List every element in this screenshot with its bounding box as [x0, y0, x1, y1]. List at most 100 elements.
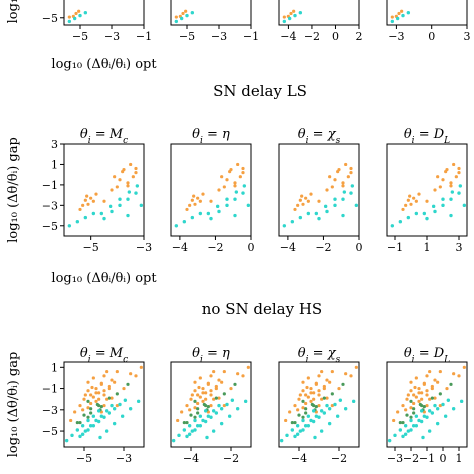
points-layer: [64, 365, 143, 443]
data-point: [171, 438, 176, 443]
data-point: [110, 396, 114, 400]
data-point: [390, 15, 394, 19]
data-point: [433, 396, 437, 400]
data-point: [401, 13, 405, 18]
data-point: [319, 409, 324, 413]
data-point: [236, 372, 240, 376]
data-point: [411, 424, 416, 428]
data-point: [99, 405, 103, 409]
data-point: [94, 418, 98, 423]
data-point: [252, 392, 255, 395]
data-point: [317, 393, 321, 397]
data-point: [400, 9, 404, 13]
data-point: [297, 397, 301, 401]
data-point: [422, 382, 426, 386]
data-point: [279, 438, 284, 443]
data-point: [102, 393, 106, 397]
data-point: [301, 418, 305, 423]
data-point: [91, 395, 95, 399]
data-point: [288, 410, 292, 414]
data-point: [320, 397, 324, 401]
data-point: [82, 413, 86, 417]
data-point: [174, 224, 179, 228]
data-point: [185, 420, 189, 425]
data-point: [204, 403, 208, 408]
data-point: [118, 203, 122, 208]
data-point: [449, 213, 453, 218]
data-point: [425, 199, 429, 203]
data-point: [209, 415, 213, 419]
data-point: [417, 391, 421, 395]
data-point: [102, 199, 106, 203]
data-point: [225, 203, 229, 208]
data-point: [449, 181, 453, 185]
data-point: [91, 376, 95, 380]
panel-top-1: −5 −3 −1 −5: [42, 0, 152, 43]
data-point: [190, 215, 195, 220]
data-point: [177, 433, 181, 438]
data-point: [458, 184, 463, 188]
data-point: [457, 171, 461, 175]
data-point: [86, 428, 90, 432]
data-point: [327, 407, 332, 411]
data-point: [289, 11, 293, 16]
data-point: [304, 407, 308, 411]
data-point: [290, 428, 295, 432]
data-point: [412, 401, 416, 406]
data-point: [325, 378, 329, 382]
data-point: [314, 211, 319, 216]
data-point: [428, 369, 432, 374]
data-point: [325, 188, 329, 192]
data-point: [118, 197, 122, 201]
data-point: [398, 420, 402, 425]
data-point: [86, 389, 90, 393]
data-point: [83, 11, 88, 15]
data-point: [105, 397, 109, 401]
x-tick-label: 0: [248, 241, 255, 254]
data-point: [214, 396, 218, 400]
data-point: [107, 411, 112, 415]
data-point: [435, 407, 440, 411]
data-point: [306, 414, 311, 418]
data-point: [126, 213, 130, 218]
data-point: [401, 403, 405, 408]
data-point: [229, 386, 233, 391]
data-point: [99, 211, 104, 216]
data-point: [86, 406, 90, 410]
data-point: [196, 401, 200, 406]
data-point: [373, 191, 376, 194]
x-tick-label: −2: [315, 241, 331, 254]
data-point: [454, 175, 458, 179]
panel-middle-2: θi = η −4 −2 0: [170, 127, 268, 254]
data-point: [414, 211, 419, 216]
data-point: [293, 13, 297, 18]
data-point: [126, 382, 130, 386]
data-point: [328, 380, 332, 384]
data-point: [409, 380, 413, 384]
data-point: [427, 429, 432, 433]
data-point: [333, 402, 337, 407]
data-point: [444, 170, 448, 174]
data-point: [179, 16, 184, 21]
data-point: [417, 192, 421, 196]
data-point: [217, 188, 221, 192]
data-point: [471, 368, 474, 371]
data-point: [139, 365, 143, 369]
data-point: [115, 403, 119, 408]
data-point: [265, 191, 268, 194]
data-point: [260, 193, 263, 196]
data-point: [220, 175, 224, 179]
data-point: [425, 403, 429, 408]
data-point: [290, 420, 294, 425]
data-point: [235, 407, 240, 411]
data-point: [297, 413, 301, 417]
points-layer: [282, 162, 376, 228]
data-point: [417, 418, 421, 423]
data-point: [206, 211, 211, 216]
data-point: [325, 396, 329, 400]
data-point: [185, 13, 189, 18]
data-point: [192, 194, 196, 198]
data-point: [312, 397, 316, 401]
data-point: [193, 202, 197, 206]
data-point: [78, 207, 82, 212]
